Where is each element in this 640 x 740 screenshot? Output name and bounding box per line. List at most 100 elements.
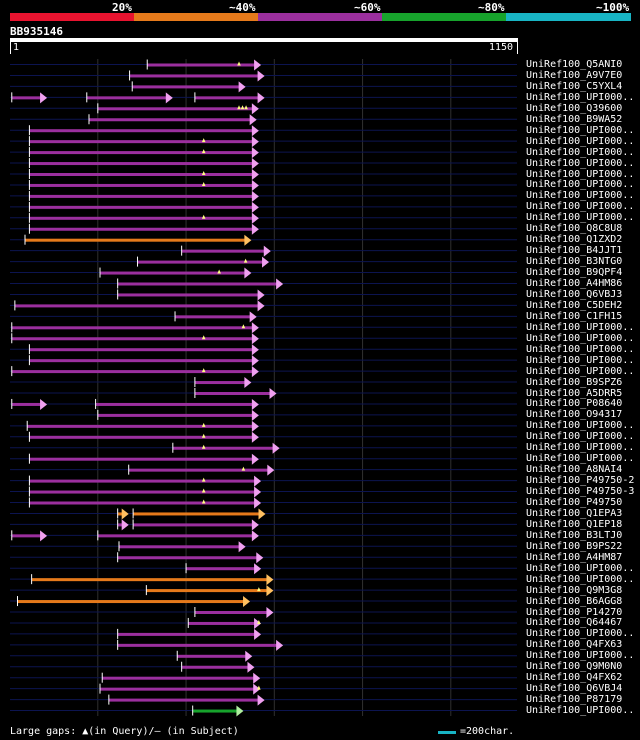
hit-end-arrow — [276, 639, 284, 651]
hit-label[interactable]: UniRef100_P49750 — [526, 497, 623, 508]
hit-label[interactable]: UniRef100_B9PS22 — [526, 540, 623, 552]
query-end-tick — [517, 42, 518, 54]
hit-label[interactable]: UniRef100_UPI000.. — [526, 628, 635, 640]
hit-label[interactable]: UniRef100_C5YXL4 — [526, 80, 623, 92]
hit-end-arrow — [254, 497, 262, 509]
hit-label[interactable]: UniRef100_Q9M3G8 — [526, 584, 623, 596]
hit-label[interactable]: UniRef100_Q4FX63 — [526, 639, 623, 651]
hit-segment — [181, 249, 266, 253]
hit-label[interactable]: UniRef100_Q1EPA3 — [526, 507, 623, 519]
hit-label[interactable]: UniRef100_UPI000.. — [526, 431, 635, 443]
hit-label[interactable]: UniRef100_UPI000.. — [526, 354, 635, 366]
hit-segment — [29, 129, 254, 133]
hit-label[interactable]: UniRef100_B9SPZ6 — [526, 376, 623, 388]
hit-segment — [11, 326, 254, 330]
hit-label[interactable]: UniRef100_UPI000.. — [526, 420, 635, 432]
query-gap-marker — [201, 444, 206, 449]
hit-end-arrow — [262, 256, 270, 268]
hit-label[interactable]: UniRef100_O94317 — [526, 409, 623, 421]
hit-segment — [88, 118, 252, 122]
hit-label[interactable]: UniRef100_Q4FX62 — [526, 672, 623, 684]
hit-label[interactable]: UniRef100_UPI000.. — [526, 573, 635, 585]
hit-label[interactable]: UniRef100_UPI000.. — [526, 157, 635, 169]
hit-label[interactable]: UniRef100_Q64467 — [526, 617, 623, 629]
hit-label[interactable]: UniRef100_C5DEH2 — [526, 299, 623, 311]
hit-end-arrow — [244, 234, 252, 246]
hit-label[interactable]: UniRef100_UPI000.. — [526, 453, 635, 465]
hit-end-arrow — [257, 70, 265, 82]
hit-label[interactable]: UniRef100_UPI000.. — [526, 332, 635, 344]
legend-bar-purple — [258, 13, 382, 21]
hit-label[interactable]: UniRef100_A8NAI4 — [526, 464, 623, 476]
hit-label[interactable]: UniRef100_UPI000.. — [526, 179, 635, 191]
hit-segment — [29, 227, 254, 231]
hit-label[interactable]: UniRef100_B3NTG0 — [526, 256, 623, 268]
hit-segment — [31, 578, 269, 582]
hit-end-arrow — [266, 574, 274, 586]
hit-segment — [100, 271, 247, 275]
hit-end-arrow — [251, 420, 259, 432]
hit-label[interactable]: UniRef100_UPI000.. — [526, 365, 635, 377]
hit-label[interactable]: UniRef100_B9WA52 — [526, 113, 623, 125]
hit-segment — [186, 567, 257, 571]
hit-label[interactable]: UniRef100_UPI000.. — [526, 650, 635, 662]
hit-label[interactable]: UniRef100_UPI000.. — [526, 146, 635, 158]
hit-label[interactable]: UniRef100_UPI000.. — [526, 91, 635, 103]
hit-label[interactable]: UniRef100_Q1EP18 — [526, 518, 623, 530]
hit-label[interactable]: UniRef100_Q1ZXD2 — [526, 234, 623, 246]
hit-label[interactable]: UniRef100_A5DRR5 — [526, 387, 623, 399]
query-gap-marker — [201, 368, 206, 373]
hit-segment — [194, 381, 247, 385]
hit-label[interactable]: UniRef100_Q5ANI0 — [526, 59, 623, 70]
hit-label[interactable]: UniRef100_UPI000.. — [526, 442, 635, 454]
legend-label-100: ~100% — [596, 1, 630, 14]
hit-end-arrow — [272, 442, 280, 454]
hit-label[interactable]: UniRef100_UPI000.. — [526, 201, 635, 213]
hit-end-arrow — [254, 59, 262, 71]
hit-segment — [194, 392, 272, 395]
hit-segment — [192, 709, 239, 713]
hit-label[interactable]: UniRef100_UPI000.. — [526, 705, 635, 717]
hit-label[interactable]: UniRef100_UPI000.. — [526, 562, 635, 574]
hit-label[interactable]: UniRef100_UPI000.. — [526, 212, 635, 224]
hit-segment — [11, 96, 43, 100]
hit-label[interactable]: UniRef100_B3LTJ0 — [526, 529, 623, 541]
hit-label[interactable]: UniRef100_Q9M0N0 — [526, 661, 623, 673]
hit-label[interactable]: UniRef100_UPI000.. — [526, 168, 635, 180]
hit-label[interactable]: UniRef100_A4HM87 — [526, 551, 623, 563]
hit-label[interactable]: UniRef100_UPI000.. — [526, 321, 635, 333]
hit-end-arrow — [121, 508, 129, 520]
hit-label[interactable]: UniRef100_UPI000.. — [526, 190, 635, 202]
hit-label[interactable]: UniRef100_P87179 — [526, 694, 623, 706]
hit-label[interactable]: UniRef100_P08640 — [526, 398, 623, 410]
hit-label[interactable]: UniRef100_P49750-3 — [526, 486, 635, 498]
hit-label[interactable]: UniRef100_B6AGG8 — [526, 595, 623, 607]
hit-segment — [117, 643, 279, 647]
hit-end-arrow — [257, 300, 265, 312]
hit-label[interactable]: UniRef100_P14270 — [526, 606, 623, 618]
hit-label[interactable]: UniRef100_B4JJT1 — [526, 245, 623, 257]
hit-label[interactable]: UniRef100_Q6VBJ3 — [526, 288, 623, 300]
hit-label[interactable]: UniRef100_A4HM86 — [526, 278, 623, 289]
query-gap-marker — [257, 685, 261, 690]
hit-segment — [102, 676, 256, 680]
hit-end-arrow — [257, 92, 265, 104]
hit-end-arrow — [266, 585, 274, 597]
hit-label[interactable]: UniRef100_C1FH15 — [526, 310, 623, 322]
legend-bar-cyan — [506, 13, 631, 21]
hit-segment — [118, 545, 241, 549]
legend-label-60: ~60% — [354, 1, 381, 14]
hit-segment — [117, 512, 124, 516]
hit-label[interactable]: UniRef100_UPI000.. — [526, 124, 635, 136]
hit-label[interactable]: UniRef100_P49750-2 — [526, 475, 635, 487]
hit-end-arrow — [40, 92, 48, 104]
hit-label[interactable]: UniRef100_Q8C8U8 — [526, 223, 623, 235]
hit-end-arrow — [254, 475, 262, 487]
hit-label[interactable]: UniRef100_UPI000.. — [526, 135, 635, 147]
hit-label[interactable]: UniRef100_A9V7E0 — [526, 69, 623, 81]
legend-label-80: ~80% — [478, 1, 505, 14]
hit-label[interactable]: UniRef100_Q39600 — [526, 102, 623, 114]
hit-label[interactable]: UniRef100_UPI000.. — [526, 343, 635, 355]
hit-label[interactable]: UniRef100_B9QPF4 — [526, 267, 623, 279]
hit-label[interactable]: UniRef100_Q6VBJ4 — [526, 683, 623, 695]
